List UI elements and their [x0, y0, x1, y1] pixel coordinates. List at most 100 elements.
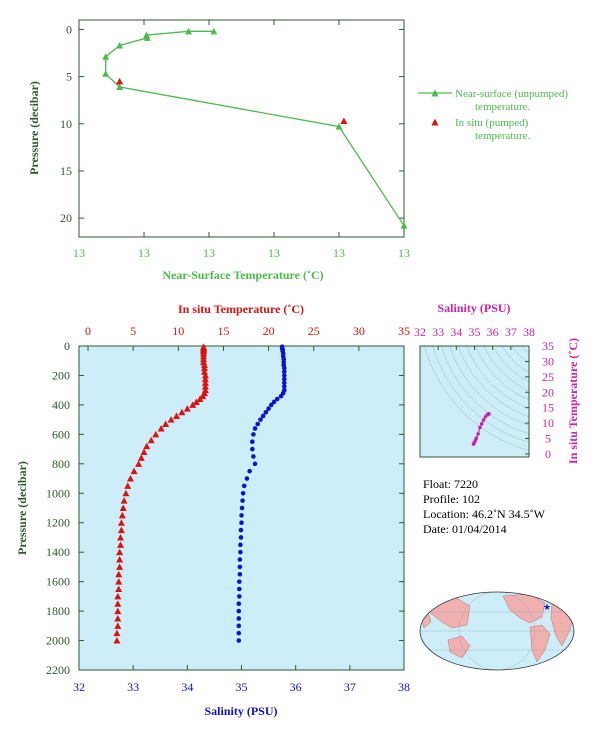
temperature-point	[147, 436, 155, 444]
salinity-point	[281, 380, 287, 386]
salinity-point	[244, 476, 250, 481]
temperature-point	[200, 364, 208, 372]
temperature-point	[200, 368, 208, 375]
salinity-point	[281, 384, 287, 389]
salinity-point	[238, 527, 244, 533]
ts-density-contour	[531, 268, 601, 344]
ts-temperature-tick-label: 20	[542, 385, 554, 399]
profile-y-tick-label: 600	[52, 427, 70, 441]
salinity-point	[251, 432, 256, 437]
salinity-point	[239, 505, 245, 511]
salinity-tick-label: 32	[73, 680, 85, 694]
top-y-tick-label: 20	[60, 211, 72, 225]
top-y-tick-label: 5	[66, 70, 72, 84]
temperature-point	[115, 585, 123, 592]
top-x-tick-label: 13	[138, 246, 150, 260]
ts-salinity-tick-label: 35	[469, 325, 481, 339]
salinity-point	[240, 490, 246, 496]
salinity-point	[238, 542, 243, 548]
ts-temperature-tick-label: 30	[542, 354, 554, 368]
salinity-point	[240, 498, 245, 503]
info-profile: Profile: 102	[423, 492, 480, 506]
salinity-point	[281, 365, 287, 371]
ts-point	[487, 412, 491, 416]
salinity-point	[252, 461, 258, 467]
legend-in-situ-marker	[431, 118, 439, 126]
salinity-point	[258, 417, 263, 422]
salinity-point	[236, 616, 242, 621]
temperature-point	[183, 405, 191, 412]
info-float: Float: 7220	[423, 477, 478, 491]
temperature-tick-label: 35	[398, 324, 410, 338]
profile-y-tick-label: 0	[64, 339, 70, 353]
salinity-point	[281, 369, 287, 375]
profile-panel: 0200400600800100012001400160018002000220…	[15, 302, 410, 718]
profile-y-tick-label: 1000	[46, 486, 70, 500]
top-y-tick-label: 15	[60, 164, 72, 178]
profile-pressure-axis: 0 200 400 600 800 1000 1200 1400 1600 1800 2000 220…	[46, 339, 404, 677]
legend-in-situ-label-line2: temperature.	[475, 130, 531, 142]
top-y-axis: 0 5 10 15 20	[60, 22, 404, 225]
profile-y-tick-label: 2200	[46, 663, 70, 677]
ts-temperature-tick-label: 10	[542, 416, 554, 430]
temperature-point	[117, 541, 125, 548]
profile-y-tick-label: 1600	[46, 575, 70, 589]
near-surface-point	[116, 83, 124, 90]
salinity-point	[236, 601, 242, 607]
near-surface-point	[210, 27, 218, 35]
temperature-point	[117, 519, 125, 526]
temperature-point	[117, 533, 125, 541]
temperature-point	[201, 383, 209, 390]
temperature-point	[130, 467, 138, 475]
salinity-point	[239, 513, 244, 518]
ts-point	[478, 425, 482, 430]
profile-top-axis-label: In situ Temperature (˚C)	[178, 302, 304, 316]
salinity-point	[255, 421, 261, 427]
temperature-point	[122, 489, 130, 497]
salinity-tick-label: 35	[236, 680, 248, 694]
ts-top-axis-label: Salinity (PSU)	[437, 301, 510, 315]
legend-near-surface-label-line2: temperature.	[475, 101, 531, 113]
ts-point	[474, 436, 479, 440]
salinity-tick-label: 33	[127, 680, 139, 694]
salinity-point	[236, 638, 242, 643]
salinity-tick-label: 38	[398, 680, 410, 694]
temperature-point	[116, 563, 124, 570]
salinity-point	[247, 468, 252, 474]
top-x-tick-label: 13	[398, 246, 410, 260]
salinity-point	[268, 402, 274, 408]
top-x-tick-label: 13	[333, 246, 345, 260]
ts-temperature-tick-label: 5	[545, 432, 551, 446]
temperature-point	[116, 548, 124, 556]
temperature-point	[114, 600, 122, 607]
salinity-point	[281, 373, 287, 378]
temperature-point	[113, 637, 121, 644]
in-situ-point	[340, 117, 348, 124]
salinity-point	[238, 549, 243, 555]
temperature-point	[114, 607, 122, 615]
info-date: Date: 01/04/2014	[423, 522, 507, 536]
salinity-point	[260, 413, 266, 419]
near-surface-point	[116, 41, 124, 49]
top-series-layer	[102, 27, 408, 229]
temperature-point	[126, 475, 134, 482]
temperature-point	[119, 504, 127, 511]
ts-plot-background	[420, 346, 529, 457]
temperature-point	[135, 460, 143, 467]
near-surface-point	[143, 34, 151, 41]
temperature-point	[116, 556, 124, 563]
profile-salinity-axis: 32 33 34 35 36 37 38	[73, 665, 410, 694]
temperature-point	[114, 622, 122, 629]
top-y-tick-label: 10	[60, 117, 72, 131]
salinity-point	[271, 399, 277, 405]
ts-density-contour	[515, 252, 601, 360]
temperature-point	[113, 629, 121, 637]
profile-y-tick-label: 2000	[46, 634, 70, 648]
temperature-point	[167, 416, 175, 423]
temperature-point	[162, 420, 170, 428]
profile-y-tick-label: 800	[52, 457, 70, 471]
temperature-tick-label: 5	[130, 324, 136, 338]
salinity-point	[281, 376, 287, 382]
near-surface-point	[102, 70, 110, 77]
top-y-tick-label: 0	[66, 22, 72, 36]
